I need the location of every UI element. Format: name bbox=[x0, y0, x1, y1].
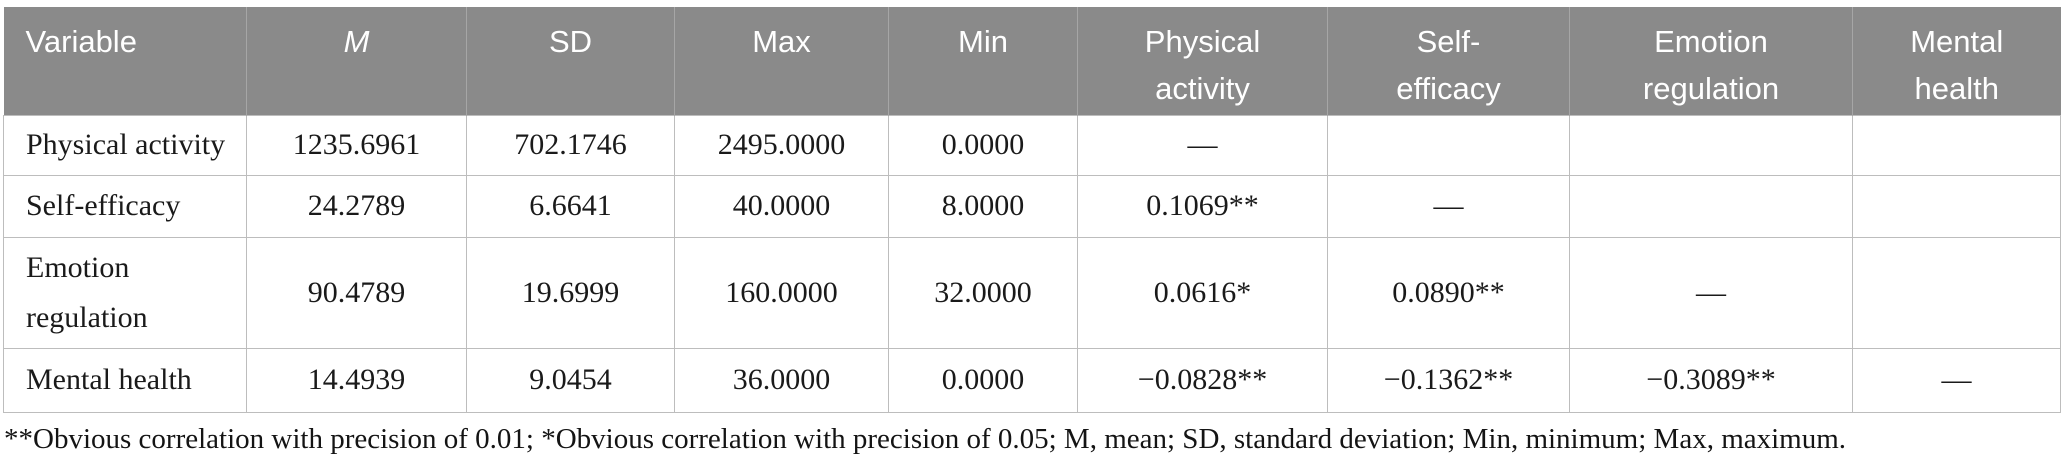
col-header-physical-activity: Physical activity bbox=[1077, 7, 1328, 115]
col-header-variable: Variable bbox=[3, 7, 247, 115]
table-row-emotion-regulation: Emotion regulation 90.4789 19.6999 160.0… bbox=[3, 236, 2061, 349]
cell-corr-emotion-regulation bbox=[1569, 174, 1853, 238]
cell-mean: 1235.6961 bbox=[246, 114, 467, 176]
cell-min: 8.0000 bbox=[888, 174, 1078, 238]
col-header-min: Min bbox=[888, 7, 1078, 115]
col-header-mental-health: Mental health bbox=[1852, 7, 2061, 115]
cell-corr-self-efficacy: 0.0890** bbox=[1327, 236, 1570, 349]
table-row-mental-health: Mental health 14.4939 9.0454 36.0000 0.0… bbox=[3, 347, 2061, 413]
cell-mean: 24.2789 bbox=[246, 174, 467, 238]
cell-sd: 9.0454 bbox=[466, 347, 675, 413]
cell-max: 160.0000 bbox=[674, 236, 889, 349]
cell-corr-self-efficacy: — bbox=[1327, 174, 1570, 238]
row-label: Physical activity bbox=[3, 114, 247, 176]
cell-corr-mental-health: — bbox=[1852, 347, 2061, 413]
cell-sd: 19.6999 bbox=[466, 236, 675, 349]
cell-corr-mental-health bbox=[1852, 174, 2061, 238]
cell-min: 0.0000 bbox=[888, 114, 1078, 176]
col-header-max: Max bbox=[674, 7, 889, 115]
row-label: Mental health bbox=[3, 347, 247, 413]
cell-corr-physical-activity: 0.0616* bbox=[1077, 236, 1328, 349]
cell-corr-emotion-regulation: — bbox=[1569, 236, 1853, 349]
col-header-self-efficacy: Self- efficacy bbox=[1327, 7, 1570, 115]
table-row-self-efficacy: Self-efficacy 24.2789 6.6641 40.0000 8.0… bbox=[3, 174, 2061, 238]
cell-corr-physical-activity: 0.1069** bbox=[1077, 174, 1328, 238]
cell-mean: 90.4789 bbox=[246, 236, 467, 349]
cell-sd: 6.6641 bbox=[466, 174, 675, 238]
col-header-mean: M bbox=[246, 7, 467, 115]
cell-sd: 702.1746 bbox=[466, 114, 675, 176]
cell-corr-physical-activity: −0.0828** bbox=[1077, 347, 1328, 413]
cell-corr-emotion-regulation bbox=[1569, 114, 1853, 176]
cell-max: 2495.0000 bbox=[674, 114, 889, 176]
cell-max: 40.0000 bbox=[674, 174, 889, 238]
cell-mean: 14.4939 bbox=[246, 347, 467, 413]
cell-min: 32.0000 bbox=[888, 236, 1078, 349]
cell-min: 0.0000 bbox=[888, 347, 1078, 413]
row-label: Emotion regulation bbox=[3, 236, 247, 349]
descriptive-statistics-correlation-table: Variable M SD Max Min Physical activity … bbox=[3, 7, 2061, 413]
table-footnote: **Obvious correlation with precision of … bbox=[4, 422, 1847, 455]
cell-corr-emotion-regulation: −0.3089** bbox=[1569, 347, 1853, 413]
row-label: Self-efficacy bbox=[3, 174, 247, 238]
cell-corr-mental-health bbox=[1852, 114, 2061, 176]
header-row: Variable M SD Max Min Physical activity … bbox=[3, 7, 2061, 115]
cell-corr-self-efficacy: −0.1362** bbox=[1327, 347, 1570, 413]
table-row-physical-activity: Physical activity 1235.6961 702.1746 249… bbox=[3, 114, 2061, 176]
cell-max: 36.0000 bbox=[674, 347, 889, 413]
col-header-emotion-regulation: Emotion regulation bbox=[1569, 7, 1853, 115]
cell-corr-mental-health bbox=[1852, 236, 2061, 349]
cell-corr-self-efficacy bbox=[1327, 114, 1570, 176]
cell-corr-physical-activity: — bbox=[1077, 114, 1328, 176]
col-header-sd: SD bbox=[466, 7, 675, 115]
